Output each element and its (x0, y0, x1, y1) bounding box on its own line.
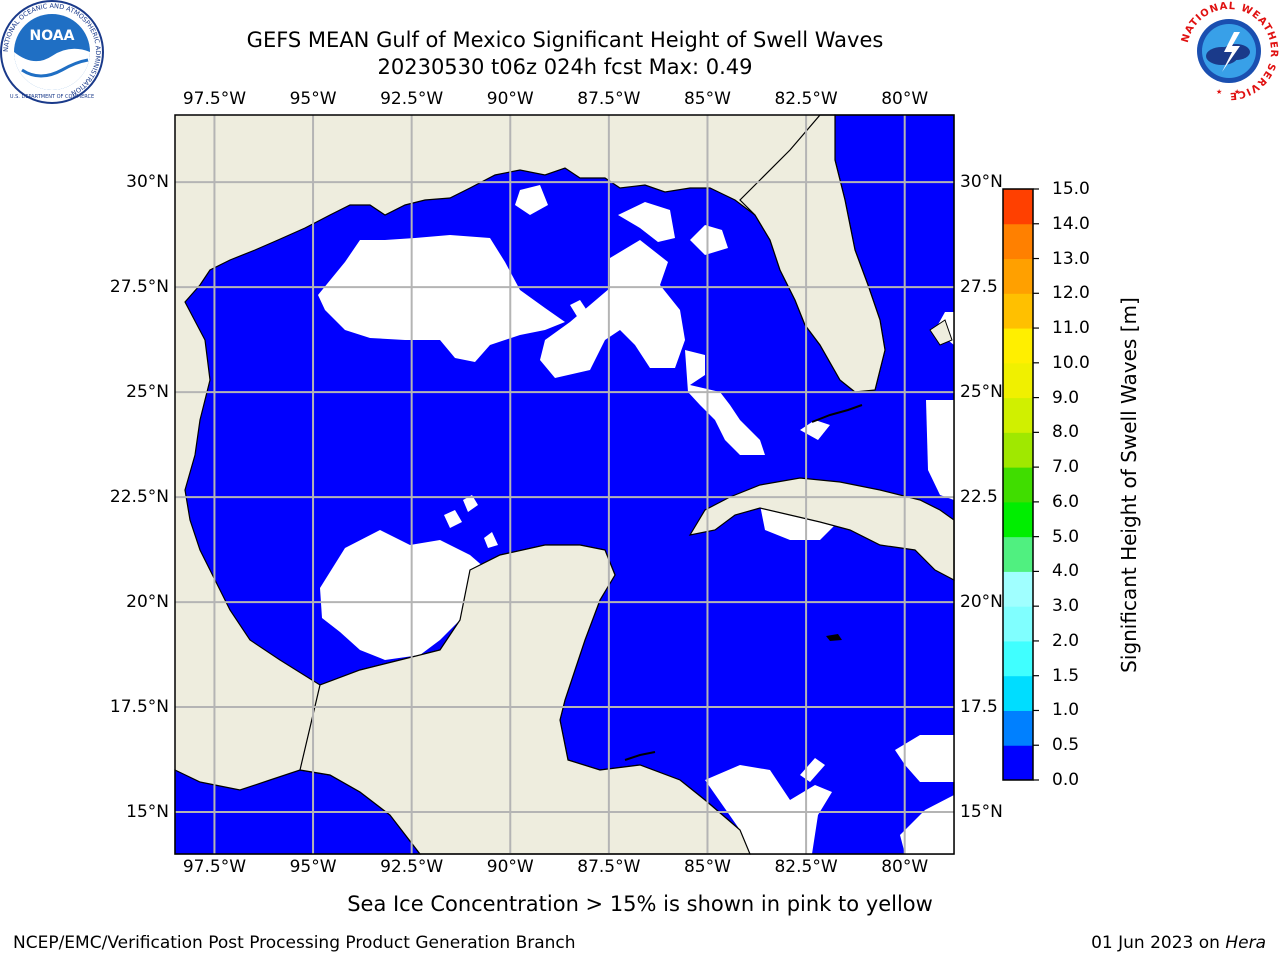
map-grid (175, 115, 954, 854)
colorbar-tick-label: 1.0 (1052, 700, 1080, 721)
colorbar-tick-label: 12.0 (1052, 283, 1090, 304)
colorbar-segment (1003, 675, 1033, 711)
latitude-label-right: 27.5 (960, 277, 998, 298)
colorbar-tick-label: 4.0 (1052, 561, 1080, 582)
latitude-label-left: 22.5°N (109, 487, 169, 508)
colorbar-segment (1003, 432, 1033, 468)
colorbar-tick-label: 1.5 (1052, 665, 1080, 686)
colorbar-segment (1003, 745, 1033, 781)
footer-machine: Hera (1225, 933, 1266, 953)
latitude-label-left: 15°N (126, 802, 169, 822)
latitude-label-left: 20°N (126, 592, 169, 613)
colorbar-segment (1003, 397, 1033, 433)
colorbar-segment (1003, 640, 1033, 677)
longitude-label-top: 80°W (881, 89, 929, 109)
colorbar-tick-label: 0.5 (1052, 735, 1080, 756)
latitude-label-right: 25°N (960, 382, 1003, 403)
colorbar-title: Significant Height of Swell Waves [m] (1117, 297, 1141, 673)
colorbar-tick-label: 5.0 (1052, 526, 1080, 547)
colorbar-segment (1003, 467, 1033, 503)
bahamas-land (929, 319, 953, 346)
colorbar-segment (1003, 258, 1033, 294)
colorbar-tick-label: 11.0 (1052, 318, 1090, 339)
noaa-logo: NATIONAL OCEANIC AND ATMOSPHERIC ADMINIS… (0, 0, 104, 104)
colorbar-segment (1003, 571, 1033, 607)
latitude-label-right: 20°N (960, 592, 1003, 613)
no-data-patches (318, 185, 954, 854)
colorbar-tick-label: 2.0 (1052, 630, 1080, 651)
chart-subtitle: 20230530 t06z 024h fcst Max: 0.49 (377, 55, 753, 79)
latitude-label-left: 30°N (126, 172, 169, 193)
chart-title: GEFS MEAN Gulf of Mexico Significant Hei… (246, 28, 884, 52)
noaa-bottom-text: U.S. DEPARTMENT OF COMMERCE (10, 94, 94, 100)
colorbar-segment (1003, 223, 1033, 260)
latitude-label-right: 30°N (960, 172, 1003, 193)
footer-date: 01 Jun 2023 on Hera (1091, 933, 1266, 953)
latitude-label-right: 17.5 (960, 697, 998, 718)
longitude-label-bottom: 85°W (683, 857, 731, 877)
footer-date-text: 01 Jun 2023 on (1091, 933, 1226, 953)
nws-logo: NATIONAL WEATHER SERVICE ★ ★ (1179, 1, 1279, 101)
longitude-label-top: 92.5°W (380, 89, 444, 109)
keys-land (811, 404, 863, 423)
latitude-label-right: 15°N (960, 802, 1003, 822)
longitude-label-top: 82.5°W (774, 89, 838, 109)
colorbar-border (1002, 188, 1034, 781)
latitude-label-left: 25°N (126, 382, 169, 403)
longitude-label-top: 90°W (486, 89, 534, 109)
sea-ice-footnote: Sea Ice Concentration > 15% is shown in … (347, 892, 933, 916)
jamaica-land (826, 634, 842, 641)
longitude-label-bottom: 80°W (881, 857, 929, 877)
footer-branch: NCEP/EMC/Verification Post Processing Pr… (13, 933, 576, 953)
colorbar-tick-label: 9.0 (1052, 387, 1080, 408)
longitude-label-top: 97.5°W (182, 89, 247, 109)
longitude-label-bottom: 90°W (486, 857, 534, 877)
florida-land (739, 114, 886, 393)
colorbar-tick-label: 14.0 (1052, 213, 1090, 234)
map-border (174, 114, 955, 855)
longitude-label-bottom: 95°W (289, 857, 337, 877)
colorbar-segment (1003, 189, 1033, 225)
colorbar-segment (1003, 606, 1033, 642)
colorbar-segment (1003, 536, 1033, 572)
longitude-label-bottom: 97.5°W (182, 857, 247, 877)
bay-islands (624, 751, 656, 761)
colorbar-segment (1003, 328, 1033, 364)
colorbar-segment (1003, 710, 1033, 746)
colorbar-segment (1003, 501, 1033, 538)
latitude-label-left: 17.5°N (109, 697, 169, 718)
colorbar-tick-label: 13.0 (1052, 248, 1090, 269)
colorbar-segment (1003, 293, 1033, 329)
noaa-center-text: NOAA (30, 28, 75, 44)
longitude-label-top: 87.5°W (577, 89, 641, 109)
colorbar-tick-label: 3.0 (1052, 596, 1080, 617)
colorbar-tick-label: 6.0 (1052, 491, 1080, 512)
latitude-label-left: 27.5°N (109, 277, 169, 298)
longitude-label-top: 85°W (683, 89, 731, 109)
colorbar-tick-label: 10.0 (1052, 352, 1090, 373)
colorbar-tick-label: 15.0 (1052, 179, 1090, 199)
colorbar-tick-label: 0.0 (1052, 770, 1080, 790)
colorbar-tick-label: 7.0 (1052, 457, 1080, 478)
colorbar-tick-label: 8.0 (1052, 422, 1080, 443)
map-frame-group (174, 114, 955, 855)
longitude-label-bottom: 87.5°W (577, 857, 641, 877)
longitude-label-bottom: 92.5°W (380, 857, 444, 877)
colorbar-segment (1003, 362, 1033, 399)
longitude-label-top: 95°W (289, 89, 337, 109)
longitude-label-bottom: 82.5°W (774, 857, 838, 877)
svg-text:★: ★ (1234, 88, 1240, 96)
svg-text:★: ★ (1216, 88, 1222, 96)
latitude-label-right: 22.5 (960, 487, 998, 508)
